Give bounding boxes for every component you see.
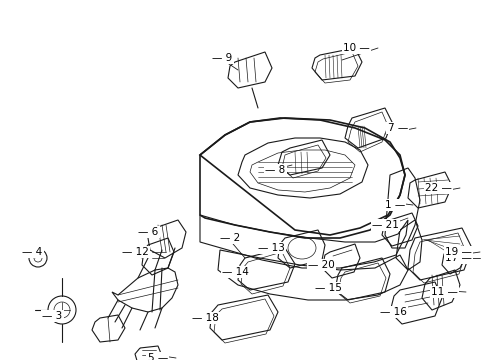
Text: — 13: — 13 (258, 243, 285, 253)
Text: — 20: — 20 (308, 260, 335, 270)
Text: 19 —: 19 — (445, 247, 472, 257)
Text: 11 —: 11 — (431, 287, 458, 297)
Text: — 14: — 14 (222, 267, 249, 277)
Text: — 9: — 9 (212, 53, 232, 63)
Text: 1 —: 1 — (385, 200, 405, 210)
Text: — 4: — 4 (22, 247, 42, 257)
Text: 17 —: 17 — (445, 253, 472, 263)
Text: — 3: — 3 (42, 311, 62, 321)
Text: — 15: — 15 (315, 283, 342, 293)
Text: — 12: — 12 (122, 247, 149, 257)
Text: — 18: — 18 (192, 313, 219, 323)
Text: — 6: — 6 (138, 227, 158, 237)
Text: — 16: — 16 (380, 307, 407, 317)
Text: 5 —: 5 — (148, 353, 168, 360)
Text: 22 —: 22 — (425, 183, 452, 193)
Text: 10 —: 10 — (343, 43, 370, 53)
Text: — 8: — 8 (265, 165, 285, 175)
Text: — 2: — 2 (220, 233, 240, 243)
Text: — 21: — 21 (372, 220, 399, 230)
Text: 7 —: 7 — (388, 123, 408, 133)
